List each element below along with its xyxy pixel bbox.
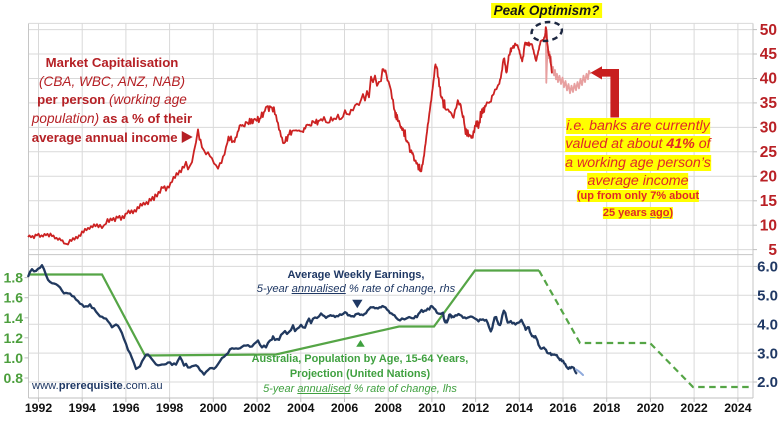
svg-text:2016: 2016 [549, 401, 577, 415]
svg-text:15: 15 [760, 193, 778, 210]
svg-text:10: 10 [760, 217, 777, 234]
svg-text:5: 5 [768, 242, 777, 259]
svg-text:50: 50 [760, 22, 777, 39]
svg-text:35: 35 [760, 95, 778, 112]
svg-text:1992: 1992 [25, 401, 53, 415]
svg-text:2002: 2002 [243, 401, 271, 415]
svg-text:1.6: 1.6 [4, 290, 24, 306]
svg-text:1.4: 1.4 [4, 310, 24, 326]
svg-text:2018: 2018 [593, 401, 621, 415]
svg-text:0.8: 0.8 [4, 370, 24, 386]
svg-text:4.0: 4.0 [757, 316, 778, 333]
svg-text:20: 20 [760, 169, 777, 186]
svg-text:2014: 2014 [506, 401, 534, 415]
svg-text:40: 40 [760, 71, 777, 88]
svg-text:1.8: 1.8 [4, 270, 24, 286]
svg-text:3.0: 3.0 [757, 345, 778, 362]
svg-text:2006: 2006 [331, 401, 359, 415]
svg-text:30: 30 [760, 120, 777, 137]
svg-text:45: 45 [760, 46, 778, 63]
svg-text:1.0: 1.0 [4, 350, 24, 366]
svg-text:2004: 2004 [287, 401, 315, 415]
svg-text:2008: 2008 [375, 401, 403, 415]
svg-text:2010: 2010 [418, 401, 446, 415]
svg-text:6.0: 6.0 [757, 259, 778, 276]
svg-text:25: 25 [760, 144, 778, 161]
svg-text:1.2: 1.2 [4, 330, 24, 346]
svg-text:5.0: 5.0 [757, 288, 778, 305]
svg-text:2.0: 2.0 [757, 374, 778, 391]
svg-text:1994: 1994 [69, 401, 97, 415]
svg-text:2000: 2000 [200, 401, 228, 415]
svg-text:2022: 2022 [680, 401, 708, 415]
svg-text:2024: 2024 [724, 401, 752, 415]
svg-text:1998: 1998 [156, 401, 184, 415]
svg-text:1996: 1996 [112, 401, 140, 415]
svg-text:2020: 2020 [637, 401, 665, 415]
svg-text:2012: 2012 [462, 401, 490, 415]
